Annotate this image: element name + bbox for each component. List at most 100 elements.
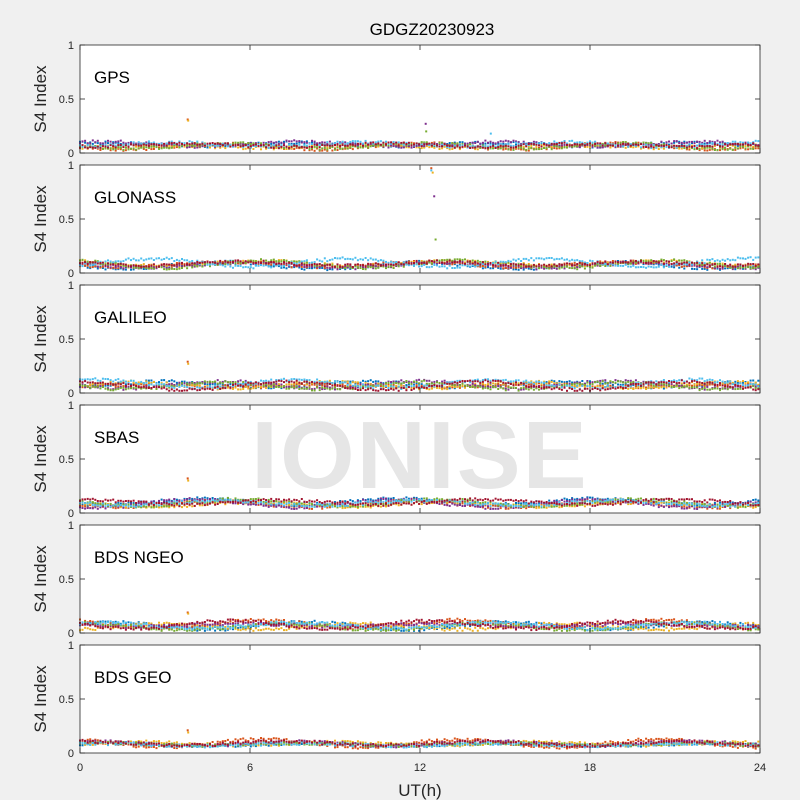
- data-point: [481, 265, 484, 267]
- data-point: [716, 142, 719, 145]
- data-point: [114, 266, 117, 269]
- data-point: [703, 267, 706, 270]
- data-point: [298, 146, 301, 149]
- data-point: [191, 264, 194, 267]
- data-point: [181, 380, 183, 383]
- data-point: [637, 145, 640, 148]
- data-point: [670, 146, 673, 149]
- data-point: [731, 268, 734, 271]
- data-point: [140, 382, 143, 384]
- data-point: [344, 143, 347, 146]
- data-point: [609, 144, 612, 147]
- data-point: [474, 263, 477, 266]
- data-point: [173, 145, 176, 148]
- data-point: [657, 261, 660, 264]
- data-point: [173, 380, 176, 383]
- data-point: [272, 263, 275, 266]
- data-point: [280, 147, 283, 150]
- data-point: [86, 144, 89, 147]
- data-point: [290, 140, 293, 143]
- data-point: [244, 147, 247, 150]
- data-point: [642, 145, 645, 148]
- data-point: [397, 262, 400, 265]
- data-point: [675, 261, 678, 264]
- data-point: [211, 381, 214, 383]
- data-point: [318, 380, 321, 382]
- data-point: [441, 261, 444, 264]
- data-point: [397, 144, 400, 147]
- data-point: [599, 142, 602, 145]
- data-point: [377, 145, 380, 148]
- data-point: [382, 384, 385, 387]
- data-point: [415, 142, 418, 145]
- data-point: [196, 265, 199, 268]
- data-point: [655, 260, 658, 263]
- data-point: [560, 142, 563, 145]
- data-point: [142, 263, 145, 266]
- data-point: [247, 266, 250, 269]
- data-point: [512, 146, 515, 149]
- data-point: [395, 261, 398, 263]
- data-point: [152, 145, 155, 148]
- data-point: [372, 258, 375, 261]
- data-point: [599, 379, 602, 382]
- data-point: [458, 258, 461, 261]
- data-point: [509, 148, 512, 151]
- data-point: [104, 143, 107, 146]
- data-point: [226, 144, 229, 146]
- data-point: [364, 265, 367, 268]
- data-point: [203, 144, 206, 147]
- data-point: [428, 266, 431, 269]
- data-point: [576, 264, 579, 267]
- data-point: [112, 146, 115, 149]
- data-point: [487, 141, 489, 144]
- data-point: [703, 264, 706, 267]
- data-point: [186, 382, 189, 385]
- data-point: [461, 144, 464, 147]
- data-point: [140, 142, 143, 145]
- data-point: [515, 383, 517, 386]
- data-point: [586, 145, 589, 148]
- data-point: [466, 264, 469, 267]
- data-point: [520, 148, 523, 151]
- data-point: [407, 380, 410, 383]
- data-point: [719, 149, 721, 152]
- data-point: [257, 145, 260, 147]
- data-point: [346, 263, 349, 266]
- data-point: [739, 265, 742, 268]
- data-point: [303, 149, 306, 152]
- data-point: [504, 147, 507, 150]
- data-point: [543, 144, 546, 147]
- data-point: [351, 258, 354, 261]
- data-point: [173, 268, 176, 270]
- data-point: [731, 144, 734, 147]
- data-point: [589, 380, 591, 383]
- data-point: [265, 147, 268, 150]
- data-point: [308, 263, 311, 266]
- data-point: [540, 141, 543, 144]
- data-point: [252, 385, 255, 388]
- data-point: [471, 382, 474, 385]
- data-point: [147, 263, 150, 266]
- data-point: [382, 259, 385, 262]
- data-point: [405, 261, 408, 264]
- data-point: [183, 145, 186, 148]
- data-point: [726, 383, 729, 386]
- data-point: [611, 384, 614, 386]
- data-point: [543, 266, 546, 268]
- data-point: [550, 380, 553, 383]
- data-point: [81, 144, 84, 147]
- data-point: [119, 144, 122, 146]
- data-point: [719, 146, 721, 149]
- data-point: [219, 261, 222, 264]
- data-point: [550, 145, 553, 148]
- data-point: [583, 262, 586, 265]
- data-point: [688, 144, 691, 147]
- data-point: [713, 149, 716, 151]
- data-point: [698, 264, 701, 267]
- data-point: [311, 148, 313, 151]
- data-point: [188, 381, 191, 384]
- data-point: [708, 146, 711, 149]
- data-point: [214, 144, 217, 147]
- data-point: [594, 385, 597, 388]
